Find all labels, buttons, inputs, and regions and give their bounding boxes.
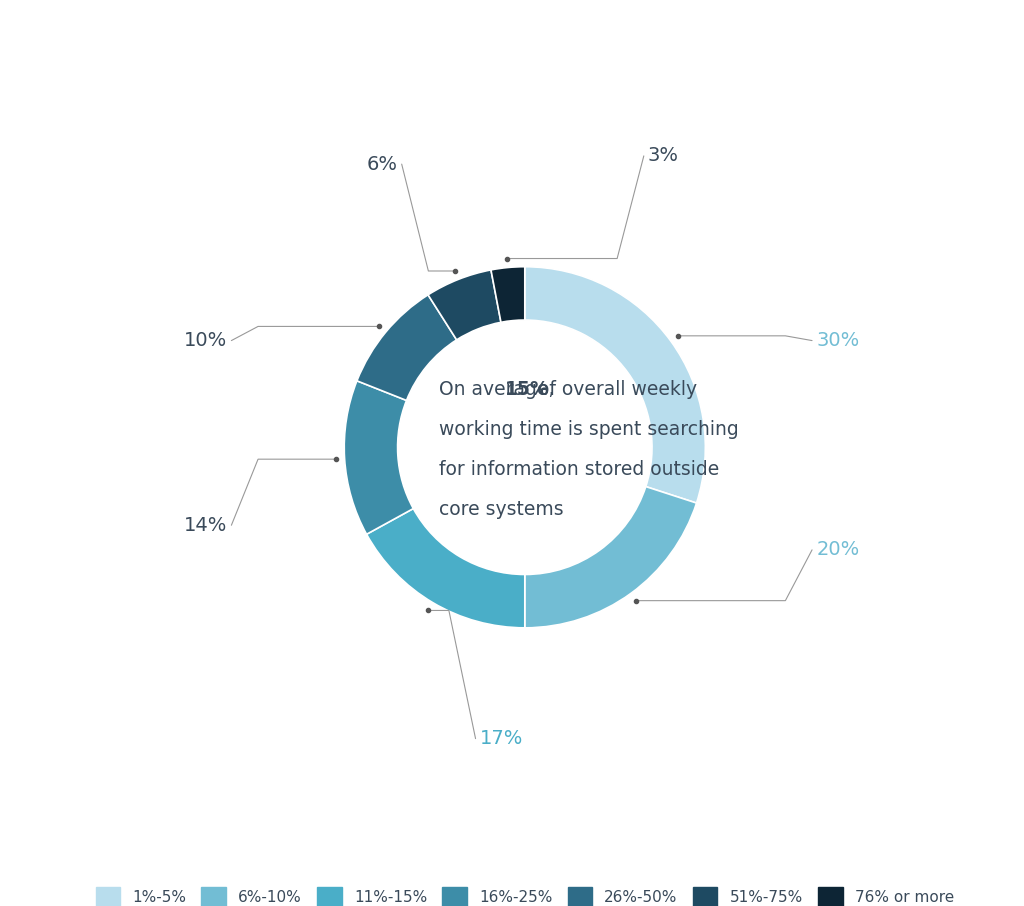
Text: working time is spent searching: working time is spent searching — [438, 420, 738, 439]
Text: for information stored outside: for information stored outside — [438, 460, 719, 479]
Text: core systems: core systems — [438, 500, 563, 519]
Wedge shape — [367, 508, 524, 628]
Text: of overall weekly: of overall weekly — [532, 381, 697, 400]
Text: 15%: 15% — [505, 381, 550, 400]
Wedge shape — [524, 266, 706, 503]
Wedge shape — [344, 381, 414, 535]
Wedge shape — [490, 266, 524, 323]
Wedge shape — [524, 487, 696, 628]
Text: 14%: 14% — [184, 516, 227, 535]
Text: 3%: 3% — [648, 147, 679, 166]
Wedge shape — [357, 294, 457, 400]
Legend: 1%-5%, 6%-10%, 11%-15%, 16%-25%, 26%-50%, 51%-75%, 76% or more: 1%-5%, 6%-10%, 11%-15%, 16%-25%, 26%-50%… — [95, 887, 954, 906]
Text: On average,: On average, — [438, 381, 560, 400]
Wedge shape — [428, 270, 501, 340]
Text: 20%: 20% — [816, 540, 859, 559]
Text: 17%: 17% — [479, 729, 523, 748]
Text: 30%: 30% — [816, 331, 859, 350]
Text: 6%: 6% — [367, 155, 397, 174]
Text: 10%: 10% — [184, 331, 227, 350]
